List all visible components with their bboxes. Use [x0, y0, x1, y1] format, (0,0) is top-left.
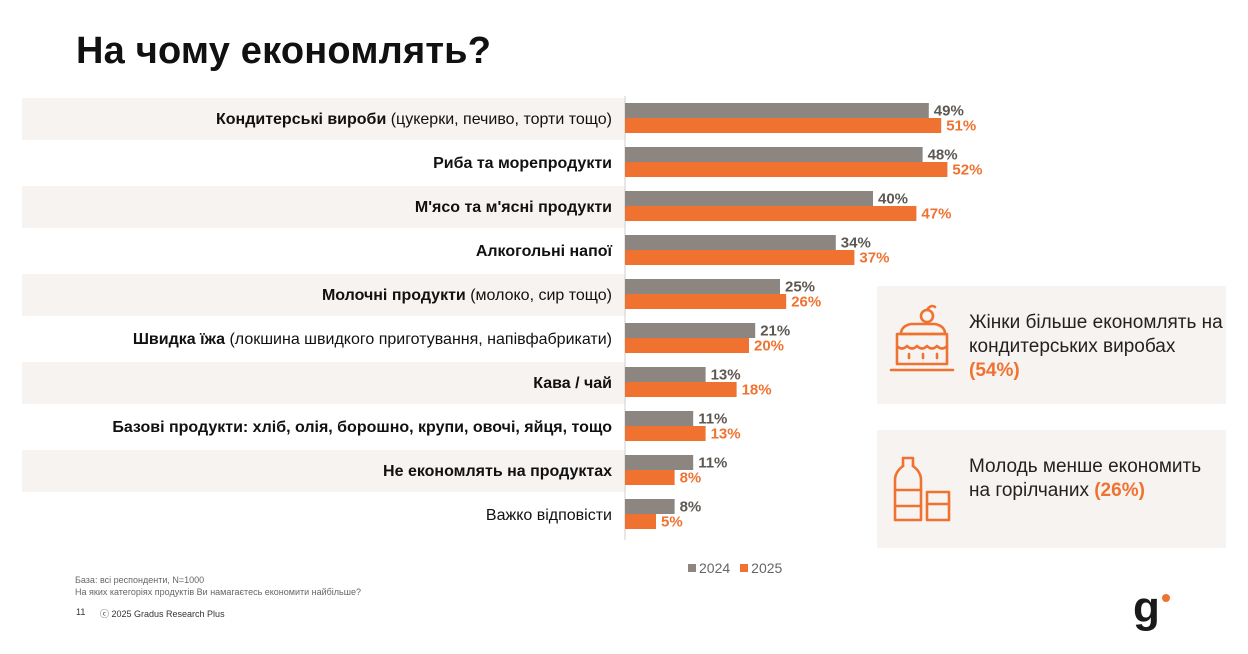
page-title: На чому економлять?	[76, 30, 492, 72]
row-band	[22, 98, 625, 140]
footnote-question: На яких категоріях продуктів Ви намагаєт…	[75, 587, 361, 597]
bar-2025	[625, 250, 855, 265]
category-label-bold: Риба та морепродукти	[433, 155, 612, 172]
bar-2024	[625, 147, 923, 162]
legend-swatch-2024	[688, 564, 696, 572]
category-label: Базові продукти: хліб, олія, борошно, кр…	[22, 406, 612, 450]
category-label: Риба та морепродукти	[22, 142, 612, 186]
bar-value-label-2024: 13%	[711, 367, 741, 384]
category-label-detail: (цукерки, печиво, торти тощо)	[386, 111, 612, 128]
category-label: Не економлять на продуктах	[22, 450, 612, 494]
category-label-detail: (локшина швидкого приготування, напівфаб…	[225, 331, 612, 348]
bar-2024	[625, 323, 756, 338]
legend-label-2024: 2024	[699, 560, 731, 576]
category-label-bold: Кава / чай	[533, 375, 612, 392]
insight-text-youth-main: Молодь менше економить на горілчаних	[969, 456, 1202, 501]
insight-card-women: Жінки більше економлять на кондитерських…	[877, 286, 1226, 404]
row-band	[22, 362, 625, 404]
bar-value-label-2024: 8%	[680, 499, 702, 516]
bar-value-label-2025: 37%	[859, 250, 889, 267]
bar-value-label-2025: 20%	[754, 338, 784, 355]
bar-2024	[625, 455, 694, 470]
bar-2025	[625, 382, 737, 397]
copyright: ⓒ 2025 Gradus Research Plus	[100, 609, 225, 619]
bar-2025	[625, 470, 675, 485]
bar-value-label-2024: 40%	[878, 191, 908, 208]
insight-card-youth: Молодь менше економить на горілчаних (26…	[877, 430, 1226, 548]
bar-value-label-2025: 51%	[946, 118, 976, 135]
bar-2025	[625, 206, 917, 221]
category-label: М'ясо та м'ясні продукти	[22, 186, 612, 230]
bar-2025	[625, 162, 948, 177]
bar-2025	[625, 426, 706, 441]
bar-2024	[625, 499, 675, 514]
insight-text-youth: Молодь менше економить на горілчаних (26…	[969, 455, 1226, 503]
bar-value-label-2025: 5%	[661, 514, 683, 531]
legend-item-2024: 2024	[688, 560, 730, 576]
bar-value-label-2025: 47%	[921, 206, 951, 223]
bar-2024	[625, 411, 694, 426]
category-label-bold: Молочні продукти	[321, 287, 466, 304]
brand-logo: g	[1133, 583, 1160, 632]
bar-value-label-2024: 11%	[698, 455, 727, 472]
bar-value-label-2024: 34%	[841, 235, 871, 252]
bar-value-label-2025: 18%	[742, 382, 772, 399]
row-band	[22, 186, 625, 228]
bar-2025	[625, 338, 749, 353]
bar-value-label-2025: 52%	[952, 162, 982, 179]
bar-2024	[625, 235, 836, 250]
category-label-bold: Не економлять на продуктах	[383, 463, 612, 480]
category-label-bold: М'ясо та м'ясні продукти	[414, 199, 612, 216]
bar-2025	[625, 118, 942, 133]
category-label-detail: Важко відповісти	[485, 507, 612, 524]
category-label-detail: (молоко, сир тощо)	[465, 287, 612, 304]
insight-highlight-youth: (26%)	[1094, 480, 1145, 501]
brand-logo-dot	[1162, 594, 1170, 602]
bar-value-label-2024: 48%	[928, 147, 958, 164]
bar-2025	[625, 514, 656, 529]
bar-value-label-2025: 13%	[711, 426, 741, 443]
bar-2024	[625, 279, 780, 294]
legend-swatch-2025	[740, 564, 749, 572]
bar-value-label-2024: 25%	[785, 279, 815, 296]
category-label: Важко відповісти	[22, 494, 612, 538]
insight-highlight-women: (54%)	[969, 360, 1020, 381]
category-label-bold: Базові продукти: хліб, олія, борошно, кр…	[112, 419, 612, 436]
category-label-bold: Швидка їжа	[132, 331, 226, 348]
category-label: Швидка їжа (локшина швидкого приготуванн…	[22, 318, 612, 362]
legend-item-2025: 2025	[740, 560, 782, 576]
page-number: 11	[76, 607, 86, 617]
bar-2025	[625, 294, 787, 309]
insight-text-women-main: Жінки більше економлять на кондитерських…	[969, 312, 1223, 357]
chart-legend: 2024 2025	[688, 560, 782, 576]
category-label: Молочні продукти (молоко, сир тощо)	[22, 274, 612, 318]
bar-2024	[625, 367, 706, 382]
cake-icon	[889, 304, 955, 372]
bottle-glass-icon	[893, 456, 951, 522]
bar-2024	[625, 191, 873, 206]
row-band	[22, 274, 625, 316]
bar-value-label-2024: 49%	[934, 103, 964, 120]
bar-2024	[625, 103, 929, 118]
category-label: Алкогольні напої	[22, 230, 612, 274]
bar-value-label-2025: 8%	[680, 470, 702, 487]
bar-value-label-2025: 26%	[791, 294, 821, 311]
legend-label-2025: 2025	[751, 560, 783, 576]
insight-text-women: Жінки більше економлять на кондитерських…	[969, 311, 1226, 383]
category-label-bold: Алкогольні напої	[475, 243, 612, 260]
bar-value-label-2024: 11%	[698, 411, 727, 428]
bar-value-label-2024: 21%	[760, 323, 790, 340]
category-label: Кава / чай	[22, 362, 612, 406]
category-label-bold: Кондитерські вироби	[216, 111, 387, 128]
category-label: Кондитерські вироби (цукерки, печиво, то…	[22, 98, 612, 142]
footnote-base: База: всі респонденти, N=1000	[75, 575, 205, 585]
row-band	[22, 450, 625, 492]
